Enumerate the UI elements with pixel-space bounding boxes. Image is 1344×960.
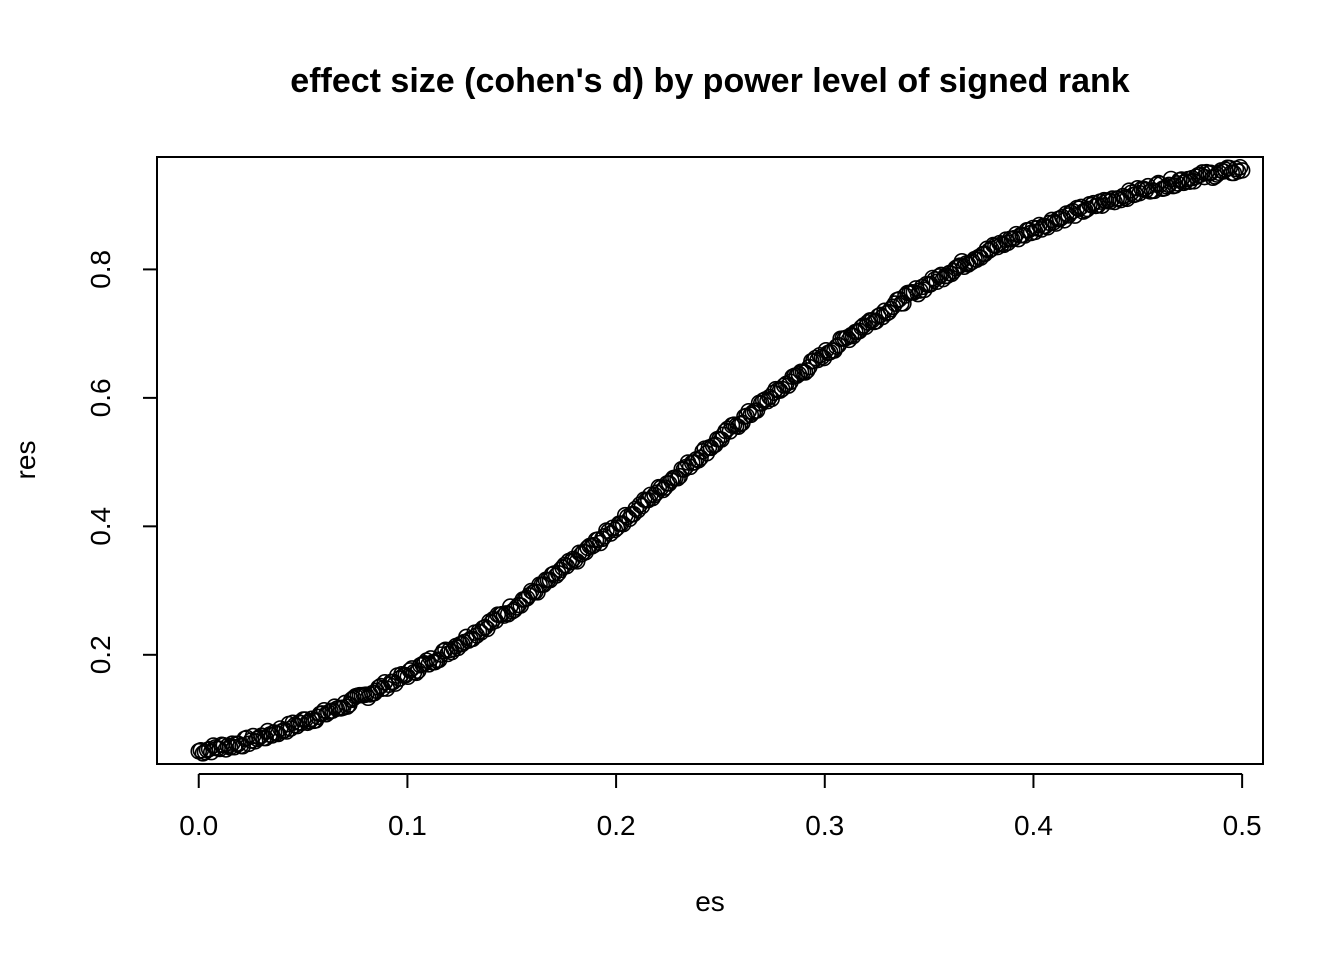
data-point [872, 306, 889, 324]
data-point [504, 603, 521, 620]
x-tick-label: 0.4 [1014, 810, 1053, 841]
data-point [1169, 175, 1186, 192]
y-tick-label: 0.4 [85, 507, 116, 546]
y-axis-label: res [10, 441, 41, 480]
data-point [934, 270, 952, 288]
data-point [357, 686, 375, 703]
data-point [945, 262, 962, 280]
data-point [1003, 231, 1021, 248]
x-tick-label: 0.5 [1223, 810, 1262, 841]
data-point [669, 469, 686, 487]
data-point [930, 268, 948, 285]
data-point [949, 258, 967, 276]
data-point [299, 714, 316, 732]
data-point [230, 735, 247, 753]
data-point [1106, 193, 1123, 211]
x-tick-label: 0.0 [179, 810, 218, 841]
data-point [982, 240, 1000, 258]
data-point [886, 295, 904, 312]
data-point [1070, 200, 1088, 217]
x-tick-label: 0.1 [388, 810, 427, 841]
x-axis: 0.0 0.1 0.2 0.3 0.4 0.5 [179, 773, 1262, 841]
x-axis-label: es [695, 886, 725, 917]
data-point [880, 303, 898, 321]
y-tick-label: 0.6 [85, 378, 116, 417]
data-point [1043, 211, 1061, 229]
x-tick-label: 0.2 [597, 810, 636, 841]
data-point [1089, 197, 1107, 214]
data-points [190, 158, 1251, 762]
y-tick-label: 0.2 [85, 635, 116, 674]
data-point [1037, 217, 1054, 235]
y-axis: 0.2 0.4 0.6 0.8 [85, 250, 158, 674]
data-point [246, 733, 264, 750]
data-point [1231, 158, 1249, 176]
data-point [798, 362, 816, 379]
chart-title: effect size (cohen's d) by power level o… [290, 62, 1129, 100]
data-point [780, 377, 797, 394]
data-point [1114, 187, 1132, 205]
data-point [702, 439, 720, 457]
data-point [1054, 208, 1071, 226]
data-point [913, 278, 931, 296]
data-point [1233, 162, 1251, 179]
data-point [278, 723, 295, 740]
x-tick-label: 0.3 [805, 810, 844, 841]
data-point [987, 237, 1004, 255]
y-tick-label: 0.8 [85, 250, 116, 289]
